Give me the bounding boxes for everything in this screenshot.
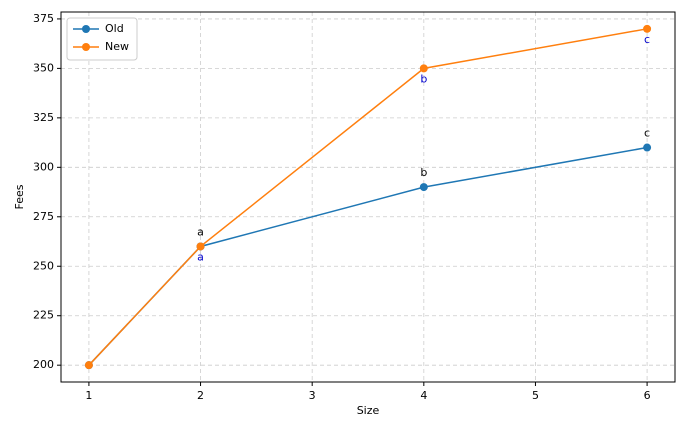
y-tick-label: 350 (33, 61, 54, 74)
y-tick-label: 200 (33, 358, 54, 371)
point-label: b (420, 166, 427, 179)
point-label: a (197, 225, 204, 238)
y-tick-label: 325 (33, 111, 54, 124)
x-tick-label: 5 (532, 389, 539, 402)
y-axis-label: Fees (13, 184, 26, 209)
data-point (643, 24, 652, 33)
data-point (419, 183, 428, 192)
plot-frame (60, 11, 676, 383)
data-point (84, 361, 93, 370)
legend-label: New (105, 40, 129, 53)
legend-label: Old (105, 22, 124, 35)
data-point (643, 143, 652, 152)
x-tick-label: 2 (197, 389, 204, 402)
series-line (88, 28, 648, 366)
y-tick-label: 275 (33, 210, 54, 223)
data-point (196, 242, 205, 251)
y-tick-label: 300 (33, 160, 54, 173)
x-tick-label: 4 (420, 389, 427, 402)
x-axis-label: Size (357, 404, 380, 417)
y-tick-label: 375 (33, 12, 54, 25)
point-label: b (420, 72, 427, 85)
data-point (419, 64, 428, 73)
point-label: a (197, 250, 204, 263)
y-tick-label: 250 (33, 259, 54, 272)
legend-marker (82, 25, 90, 33)
series-line (88, 146, 648, 366)
x-tick-label: 3 (309, 389, 316, 402)
legend-marker (82, 43, 90, 51)
point-label: c (644, 127, 650, 140)
x-tick-label: 1 (85, 389, 92, 402)
y-tick-label: 225 (33, 309, 54, 322)
x-tick-label: 6 (644, 389, 651, 402)
point-label: c (644, 33, 650, 46)
legend: Old New (66, 17, 138, 61)
legend-box (66, 17, 138, 61)
